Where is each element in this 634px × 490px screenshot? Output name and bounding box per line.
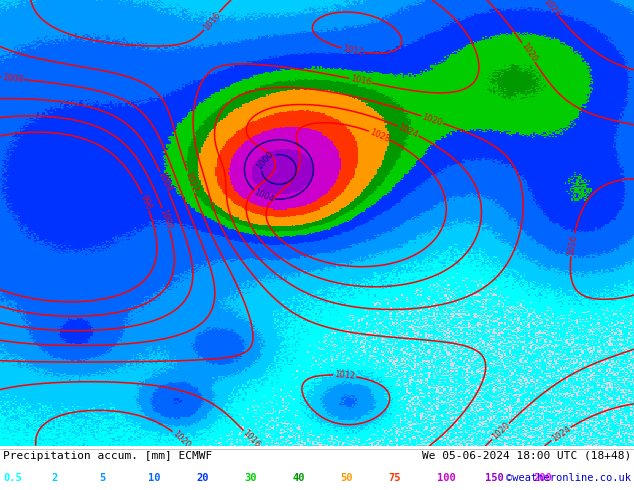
Text: 1012: 1012 [183,171,198,193]
Text: 0.5: 0.5 [3,473,22,483]
Text: 1016: 1016 [241,428,262,450]
Text: 20: 20 [196,473,209,483]
Text: 1008: 1008 [2,73,23,84]
Text: 996: 996 [138,193,153,211]
Text: Precipitation accum. [mm] ECMWF: Precipitation accum. [mm] ECMWF [3,451,212,461]
Text: 1016: 1016 [566,234,579,256]
Text: We 05-06-2024 18:00 UTC (18+48): We 05-06-2024 18:00 UTC (18+48) [422,451,631,461]
Text: 5: 5 [100,473,106,483]
Text: 1000: 1000 [158,208,174,230]
Text: 1020: 1020 [490,421,511,442]
Text: 1020: 1020 [421,112,444,127]
Text: 1024: 1024 [397,122,420,139]
Text: 1012: 1012 [342,44,364,57]
Text: 1016: 1016 [201,10,222,32]
Text: 2: 2 [51,473,58,483]
Text: 10: 10 [148,473,160,483]
Text: 1004: 1004 [156,171,172,194]
Text: 50: 50 [340,473,353,483]
Text: 1004: 1004 [252,188,275,204]
Text: 30: 30 [244,473,257,483]
Text: 1016: 1016 [349,74,372,87]
Text: 1000: 1000 [255,149,276,171]
Text: 200: 200 [533,473,552,483]
Text: 1012: 1012 [334,370,356,381]
Text: 150: 150 [485,473,504,483]
Text: 1024: 1024 [541,0,562,18]
Text: 1024: 1024 [550,424,572,443]
Text: 100: 100 [437,473,456,483]
Text: 1020: 1020 [171,429,192,450]
Text: 1020: 1020 [519,41,538,64]
Text: 75: 75 [389,473,401,483]
Text: ©weatheronline.co.uk: ©weatheronline.co.uk [506,473,631,483]
Text: 40: 40 [292,473,305,483]
Text: 1028: 1028 [368,127,391,144]
